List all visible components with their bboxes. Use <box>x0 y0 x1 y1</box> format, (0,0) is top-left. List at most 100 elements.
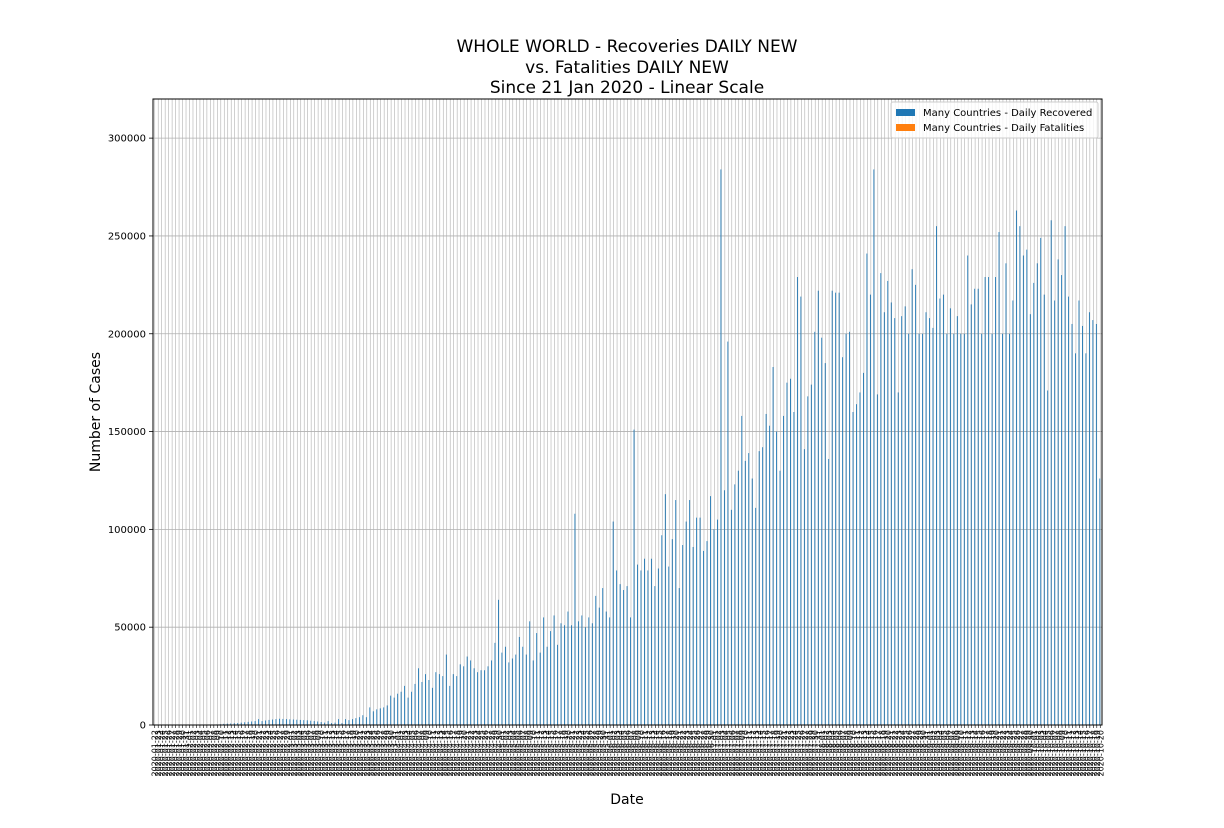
bar-recovered <box>810 384 812 725</box>
x-tick-label: 2020-10-12 <box>1068 730 1077 777</box>
x-tick-label: 2020-07-31 <box>815 730 824 777</box>
bar-recovered <box>859 392 861 725</box>
bar-recovered <box>925 312 927 725</box>
x-tick-label: 2020-01-24 <box>158 730 167 777</box>
x-tick-label: 2020-08-31 <box>922 730 931 777</box>
bar-recovered <box>1019 226 1021 725</box>
bar-recovered <box>598 607 600 725</box>
x-tick-label: 2020-02-27 <box>276 730 285 777</box>
x-tick-label: 2020-05-03 <box>505 730 514 777</box>
y-tick-label: 100000 <box>108 525 146 536</box>
bar-recovered <box>800 296 802 725</box>
bar-recovered <box>894 318 896 725</box>
x-tick-label: 2020-07-11 <box>745 730 754 777</box>
bar-recovered <box>699 517 701 725</box>
x-tick-label: 2020-03-01 <box>286 730 295 777</box>
x-tick-label: 2020-02-05 <box>199 730 208 777</box>
bar-recovered <box>494 642 496 725</box>
bar-recovered <box>942 294 944 725</box>
chart-title: WHOLE WORLD - Recoveries DAILY NEW vs. F… <box>456 37 797 98</box>
x-tick-label: 2020-08-26 <box>905 730 914 777</box>
bar-recovered <box>522 646 524 725</box>
bar-recovered <box>251 721 253 725</box>
x-tick-label: 2020-10-17 <box>1086 730 1095 777</box>
x-tick-label: 2020-07-01 <box>710 730 719 777</box>
bar-recovered <box>1057 259 1059 725</box>
bar-recovered <box>762 447 764 725</box>
bar-recovered <box>668 566 670 725</box>
x-tick-label: 2020-07-04 <box>721 730 730 777</box>
y-axis-ticks: 0 50000 100000 150000 200000 250000 300000 <box>108 134 153 732</box>
bar-recovered <box>421 681 423 725</box>
x-tick-label: 2020-04-29 <box>491 730 500 777</box>
bar-recovered <box>880 273 882 725</box>
bar-recovered <box>553 615 555 725</box>
bar-recovered <box>852 412 854 725</box>
bar-recovered <box>737 470 739 725</box>
x-tick-label: 2020-03-23 <box>363 730 372 777</box>
bar-recovered <box>831 290 833 725</box>
bar-recovered <box>1068 296 1069 725</box>
x-tick-label: 2020-09-20 <box>992 730 1001 777</box>
x-tick-label: 2020-02-18 <box>245 730 254 777</box>
bar-recovered <box>341 723 343 725</box>
bar-recovered <box>379 708 381 725</box>
bar-recovered <box>459 664 461 725</box>
x-tick-label: 2020-05-10 <box>530 730 539 777</box>
bar-recovered <box>1071 323 1073 725</box>
x-tick-label: 2020-06-09 <box>634 730 643 777</box>
bar-recovered <box>977 288 979 725</box>
x-tick-label: 2020-05-13 <box>540 730 549 777</box>
x-tick-label: 2020-02-26 <box>272 730 281 777</box>
bar-recovered <box>588 617 590 725</box>
bar-recovered <box>630 617 631 725</box>
bar-recovered <box>289 719 291 725</box>
x-tick-label: 2020-06-28 <box>700 730 709 777</box>
x-tick-label: 2020-07-16 <box>763 730 772 777</box>
bar-recovered <box>723 490 725 725</box>
bar-recovered <box>915 284 917 725</box>
bar-recovered <box>292 719 294 725</box>
bar-recovered <box>1036 263 1038 725</box>
x-tick-label: 2020-07-14 <box>756 730 765 777</box>
bar-recovered <box>223 723 225 725</box>
x-tick-label: 2020-02-02 <box>189 730 198 777</box>
bar-recovered <box>730 509 732 725</box>
x-tick-label: 2020-04-19 <box>457 730 466 777</box>
x-tick-label: 2020-04-16 <box>446 730 455 777</box>
bar-recovered <box>998 232 1000 725</box>
x-tick-label: 2020-06-20 <box>672 730 681 777</box>
y-tick-label: 250000 <box>108 231 146 242</box>
x-tick-label: 2020-10-19 <box>1093 730 1102 777</box>
x-tick-label: 2020-03-02 <box>290 730 299 777</box>
x-tick-label: 2020-05-25 <box>582 730 591 777</box>
x-tick-label: 2020-01-28 <box>172 730 181 777</box>
x-tick-label: 2020-02-15 <box>234 730 243 777</box>
x-tick-label: 2020-07-26 <box>797 730 806 777</box>
x-tick-label: 2020-07-23 <box>787 730 796 777</box>
bar-recovered <box>320 722 322 725</box>
bar-recovered <box>873 169 875 726</box>
bar-recovered <box>1040 237 1042 726</box>
x-tick-label: 2020-04-21 <box>464 730 473 777</box>
x-tick-label: 2020-05-24 <box>578 730 587 777</box>
x-tick-label: 2020-04-24 <box>474 730 483 777</box>
bar-recovered <box>577 621 579 725</box>
x-tick-label: 2020-06-14 <box>651 730 660 777</box>
bar-recovered <box>1075 353 1076 725</box>
x-tick-label: 2020-06-05 <box>620 730 629 777</box>
bar-recovered <box>1061 275 1063 725</box>
bar-recovered <box>525 654 527 725</box>
bar-recovered <box>358 717 360 725</box>
x-tick-label: 2020-10-20 <box>1096 730 1105 777</box>
x-tick-label: 2020-03-11 <box>321 730 330 777</box>
x-tick-label: 2020-04-10 <box>425 730 434 777</box>
bar-recovered <box>650 558 652 725</box>
bar-recovered <box>327 721 329 725</box>
x-tick-label: 2020-04-13 <box>436 730 445 777</box>
x-tick-label: 2020-01-25 <box>161 730 170 777</box>
bar-recovered <box>741 415 743 725</box>
bar-recovered <box>1099 478 1101 725</box>
bar-recovered <box>1078 300 1080 725</box>
x-tick-label: 2020-08-04 <box>829 730 838 777</box>
